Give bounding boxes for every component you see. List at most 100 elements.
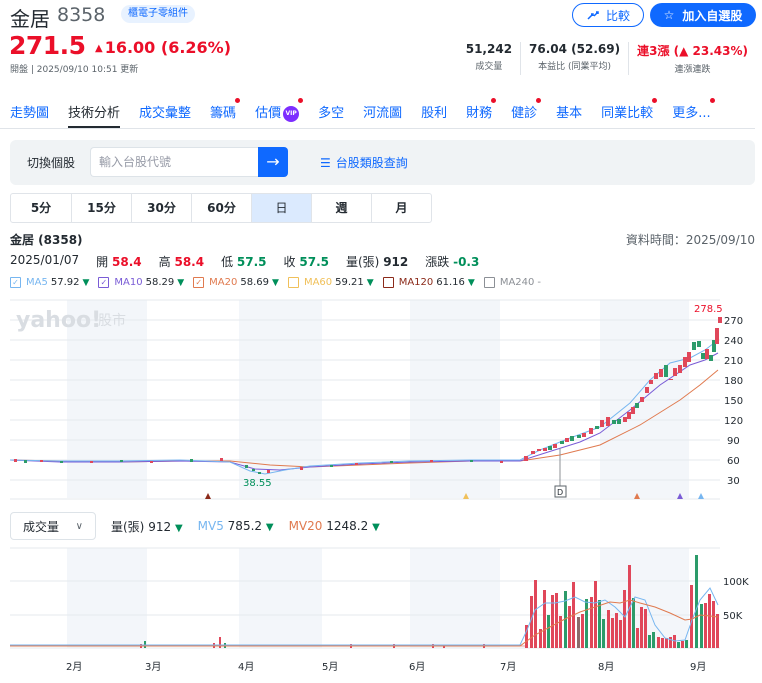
stat-streak: 連3漲 (▲ 23.43%) 連漲連跌 [628,42,756,75]
watermark-suffix: 股市 [98,312,126,329]
stat-value: 51,242 [465,42,513,56]
dividend-marker-icon[interactable] [554,485,567,498]
tab-technical[interactable]: 技術分析 [68,96,121,128]
price-chart[interactable]: yahoo! 股市 [0,295,762,500]
chart-title: 金居 (8358) [10,233,83,247]
event-triangle-icon[interactable] [677,493,683,499]
period-60min[interactable]: 60分 [191,194,251,222]
tab-chips[interactable]: 籌碼 [210,96,241,128]
tab-label: 走勢圖 [10,106,50,121]
ma-name: MA10 [114,277,143,288]
star-icon: ☆ [663,8,675,22]
change-value: -0.3 [453,255,480,269]
down-triangle-icon: ▼ [372,522,380,533]
close-label: 收 [283,255,296,269]
stock-code-input[interactable] [90,147,260,177]
sector-badge[interactable]: 櫃電子零組件 [121,5,195,23]
high-label: 278.5 [694,304,723,315]
notification-dot [709,98,715,103]
ma10-toggle[interactable]: ✓ MA10 58.29 ▼ [98,277,184,288]
yahoo-watermark: yahoo! [16,308,101,333]
high-value: 58.4 [174,255,205,269]
checkbox-checked-icon[interactable]: ✓ [193,277,205,288]
chevron-down-icon: ∨ [75,520,83,532]
tab-river[interactable]: 河流圖 [363,96,402,128]
stats-row: 51,242 成交量 76.04 (52.69) 本益比 (同業平均) 連3漲 … [458,42,756,75]
checkbox-checked-icon[interactable]: ✓ [98,277,110,288]
stat-label: 成交量 [475,62,503,72]
ma60-toggle[interactable]: MA60 59.21 ▼ [287,277,374,288]
stock-code: 8358 [57,4,106,26]
ohlc-change: 漲跌 -0.3 [425,253,479,270]
x-tick-jul: 7月 [500,661,516,673]
vol-number: 912 [148,519,172,534]
tab-label: 技術分析 [68,106,121,121]
down-triangle-icon: ▼ [467,277,475,288]
ma-name: MA60 [303,277,333,288]
add-watchlist-label: 加入自選股 [682,8,743,23]
ma-value: 61.16 [436,277,465,288]
tab-basic[interactable]: 基本 [556,96,582,128]
event-triangle-icon[interactable] [698,493,704,499]
event-triangle-icon[interactable] [634,493,640,499]
event-triangle-icon[interactable] [205,493,211,499]
volume-label: 量(張) [345,255,380,269]
mv20-number: 1248.2 [326,519,369,533]
ma5-toggle[interactable]: ✓ MA5 57.92 ▼ [10,277,89,288]
tab-valuation[interactable]: 估價 VIP [255,96,304,128]
month-band [67,548,147,648]
stat-value: 連3漲 (▲ 23.43%) [637,44,748,58]
checkbox-checked-icon[interactable]: ✓ [10,277,21,288]
period-month[interactable]: 月 [371,194,431,222]
ohlc-low: 低 57.5 [221,253,266,270]
tab-label: 同業比較 [601,106,654,121]
price-change: ▲ 16.00 (6.26%) [95,38,231,57]
period-week[interactable]: 週 [311,194,371,222]
moving-average-legend: ✓ MA5 57.92 ▼ ✓ MA10 58.29 ▼ ✓ MA20 58.6… [10,277,541,288]
checkbox-unchecked-icon[interactable] [483,277,495,288]
checkbox-unchecked-icon[interactable] [287,277,299,288]
tab-financials[interactable]: 財務 [466,96,497,128]
ma240-toggle[interactable]: MA240 - [483,277,541,288]
event-triangle-icon[interactable] [463,493,469,499]
high-label: 高 [158,255,171,269]
tab-label: 籌碼 [210,106,237,121]
stock-name: 金居 [10,7,50,31]
ma20-toggle[interactable]: ✓ MA20 58.69 ▼ [193,277,279,288]
go-button[interactable]: → [258,147,288,177]
mv20-value: MV20 1248.2 ▼ [289,519,380,533]
volume-chart[interactable]: 100K 50K 2月 3月 4月 5月 6月 7月 8月 9月 [0,545,762,683]
tab-trend[interactable]: 走勢圖 [10,96,49,128]
ma-value: 58.29 [145,277,175,288]
list-icon: ☰ [320,156,331,170]
notification-dot [235,98,241,103]
period-15min[interactable]: 15分 [71,194,131,222]
open-value: 58.4 [112,255,142,269]
category-lookup-link[interactable]: ☰ 台股類股查詢 [320,154,408,171]
period-30min[interactable]: 30分 [131,194,191,222]
add-watchlist-button[interactable]: ☆ 加入自選股 [650,3,756,27]
period-day[interactable]: 日 [251,194,311,222]
checkbox-unchecked-icon[interactable] [382,277,394,288]
compare-label: 比較 [605,8,630,23]
down-triangle-icon: ▼ [174,522,183,534]
compare-button[interactable]: 比較 [572,3,644,27]
tab-dividend[interactable]: 股利 [421,96,447,128]
tab-peer-compare[interactable]: 同業比較 [601,96,658,128]
mv20-line [10,599,719,647]
ma120-toggle[interactable]: MA120 61.16 ▼ [382,277,475,288]
tab-bull-bear[interactable]: 多空 [318,96,344,128]
low-label: 低 [221,255,234,269]
tab-label: 多空 [318,106,345,121]
month-band [67,300,147,498]
tab-more[interactable]: 更多... [672,96,715,128]
tab-trades[interactable]: 成交彙整 [139,96,191,128]
switch-stock-label: 切換個股 [27,156,76,170]
ohlc-date: 2025/01/07 [10,253,80,267]
period-5min[interactable]: 5分 [30,201,52,215]
candles-flat [14,458,503,474]
down-triangle-icon: ▼ [272,277,279,288]
indicator-select[interactable]: 成交量 ∨ [10,512,96,540]
stock-header: 金居 8358 櫃電子零組件 271.5 ▲ 16.00 (6.26%) 開盤 |… [0,0,762,82]
tab-health[interactable]: 健診 [511,96,542,128]
